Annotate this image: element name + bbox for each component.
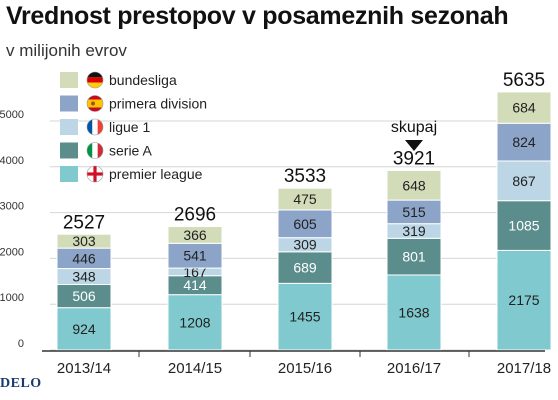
data-label: 506 — [72, 288, 96, 304]
data-label: 1455 — [289, 309, 320, 325]
legend-label: bundesliga — [109, 72, 177, 88]
total-label: 2527 — [63, 212, 105, 233]
y-tick-label: 3000 — [0, 201, 24, 213]
data-label: 1208 — [179, 314, 210, 330]
flag-italy-icon — [86, 142, 104, 159]
y-tick-label: 1000 — [0, 292, 24, 304]
data-label: 446 — [72, 250, 96, 266]
data-label: 684 — [512, 100, 536, 116]
total-label: 3921 — [393, 148, 435, 169]
annotation-arrow — [405, 140, 423, 151]
data-label: 348 — [72, 269, 96, 285]
publisher-logo: DELO — [0, 376, 42, 391]
data-label: 303 — [72, 233, 96, 249]
bar-segment — [496, 91, 552, 124]
bar-segment — [386, 169, 442, 201]
legend-label: primera division — [109, 96, 207, 112]
bar-segment — [277, 209, 333, 239]
y-tick-label: 5000 — [0, 109, 24, 121]
data-label: 924 — [72, 321, 96, 337]
bar-segment — [277, 187, 333, 211]
total-label: 2696 — [174, 205, 216, 226]
bar-segment — [56, 233, 112, 249]
total-label: 3533 — [284, 166, 326, 187]
legend-swatch — [60, 72, 78, 88]
data-label: 366 — [183, 227, 207, 243]
flag-france-icon — [86, 118, 104, 136]
bar-segment — [496, 249, 552, 351]
data-label: 541 — [183, 248, 207, 264]
bar-segment — [277, 251, 333, 284]
y-tick-label: 4000 — [0, 155, 24, 167]
x-tick-label: 2017/18 — [497, 360, 551, 377]
data-label: 475 — [293, 191, 317, 207]
x-tick-label: 2013/14 — [57, 360, 111, 377]
x-tick-label: 2014/15 — [168, 360, 222, 377]
data-label: 319 — [402, 223, 426, 239]
data-label: 309 — [293, 237, 317, 253]
chart-title: Vrednost prestopov v posameznih sezonah — [6, 2, 509, 30]
x-tick-label: 2015/16 — [278, 360, 332, 377]
bar-segment — [167, 242, 223, 269]
legend-swatch — [60, 142, 78, 159]
data-label: 648 — [402, 177, 426, 193]
data-label: 515 — [402, 204, 426, 220]
bar-segment — [56, 307, 112, 351]
total-label: 5635 — [503, 70, 545, 91]
legend-swatch — [60, 95, 78, 112]
data-label: 824 — [512, 134, 536, 150]
annotation-label: skupaj — [391, 119, 437, 136]
data-label: 801 — [402, 249, 426, 265]
legend-swatch — [60, 119, 78, 135]
y-tick-label: 2000 — [0, 246, 24, 258]
data-label: 2175 — [508, 292, 539, 308]
flag-germany-icon — [86, 71, 104, 89]
bar-segment — [386, 274, 442, 351]
data-label: 689 — [293, 260, 317, 276]
y-tick-label: 0 — [18, 338, 24, 350]
data-label: 1085 — [508, 218, 539, 234]
data-label: 414 — [183, 277, 207, 293]
data-label: 867 — [512, 173, 536, 189]
bar-segment — [496, 160, 552, 202]
legend-label: ligue 1 — [109, 119, 150, 135]
legend-swatch — [60, 166, 78, 182]
bar-segment — [496, 200, 552, 251]
bar-segment — [167, 226, 223, 244]
bar-segment — [386, 237, 442, 276]
flag-england-icon — [86, 165, 104, 183]
legend-label: serie A — [109, 143, 152, 159]
data-label: 1638 — [398, 304, 429, 320]
data-label: 605 — [293, 216, 317, 232]
flag-spain-icon — [86, 95, 104, 112]
bar-segment — [167, 294, 223, 351]
chart-subtitle: v milijonih evrov — [6, 41, 127, 60]
x-tick-label: 2016/17 — [387, 360, 441, 377]
legend-label: premier league — [109, 166, 203, 182]
